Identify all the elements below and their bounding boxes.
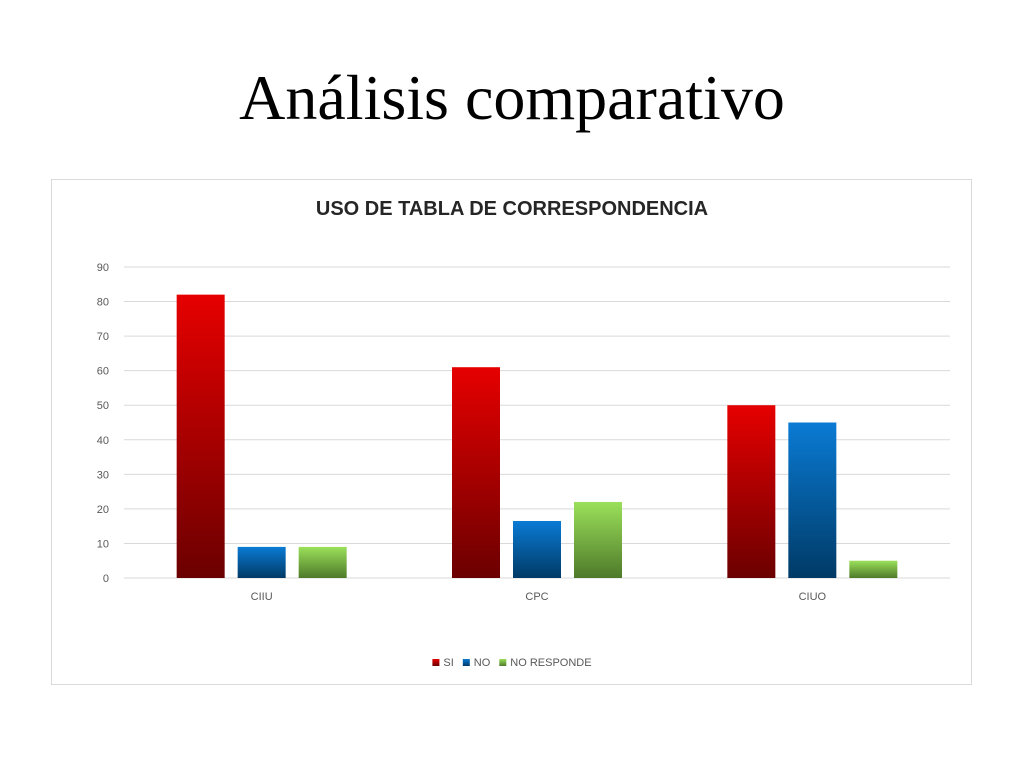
y-tick-label: 80 xyxy=(97,297,109,309)
legend-swatch-si xyxy=(432,659,440,666)
y-tick-label: 40 xyxy=(97,435,109,447)
legend: SI NO NO RESPONDE xyxy=(432,657,592,669)
bar-cpc-si xyxy=(452,367,500,578)
bar-cpc-no-responde xyxy=(574,501,622,578)
legend-label: NO RESPONDE xyxy=(510,657,591,669)
bar-ciuo-si xyxy=(727,405,776,578)
legend-label: NO xyxy=(474,657,491,669)
bars xyxy=(176,294,898,578)
y-tick-label: 90 xyxy=(97,262,109,274)
x-axis-categories: CIIU CPC CIUO xyxy=(251,591,827,603)
legend-label: SI xyxy=(443,657,453,669)
y-tick-label: 20 xyxy=(97,504,109,516)
y-axis-ticks: 0 10 20 30 40 50 60 70 80 90 xyxy=(97,262,109,585)
bar-ciuo-no-responde xyxy=(849,560,898,578)
x-category-label: CIUO xyxy=(799,591,827,603)
x-category-label: CIIU xyxy=(251,591,273,603)
bar-ciuo-no xyxy=(788,422,837,578)
y-tick-label: 70 xyxy=(97,331,109,343)
bar-ciiu-no-responde xyxy=(298,546,347,578)
bar-cpc-no xyxy=(513,520,561,578)
legend-swatch-no xyxy=(462,659,470,666)
y-tick-label: 50 xyxy=(97,400,109,412)
legend-swatch-no-responde xyxy=(499,659,507,666)
y-tick-label: 60 xyxy=(97,366,109,378)
gridlines xyxy=(124,266,950,579)
y-tick-label: 30 xyxy=(97,469,109,481)
chart-title: USO DE TABLA DE CORRESPONDENCIA xyxy=(316,198,708,220)
bar-ciiu-si xyxy=(176,294,225,578)
y-tick-label: 10 xyxy=(97,538,109,550)
chart-frame: USO DE TABLA DE CORRESPONDENCIA 0 10 20 30 4… xyxy=(51,179,972,685)
slide-title: Análisis comparativo xyxy=(239,62,785,133)
bar-ciiu-no xyxy=(237,546,286,578)
x-category-label: CPC xyxy=(525,591,548,603)
bar-chart: USO DE TABLA DE CORRESPONDENCIA 0 10 20 30 4… xyxy=(97,198,950,669)
y-tick-label: 0 xyxy=(103,573,109,585)
